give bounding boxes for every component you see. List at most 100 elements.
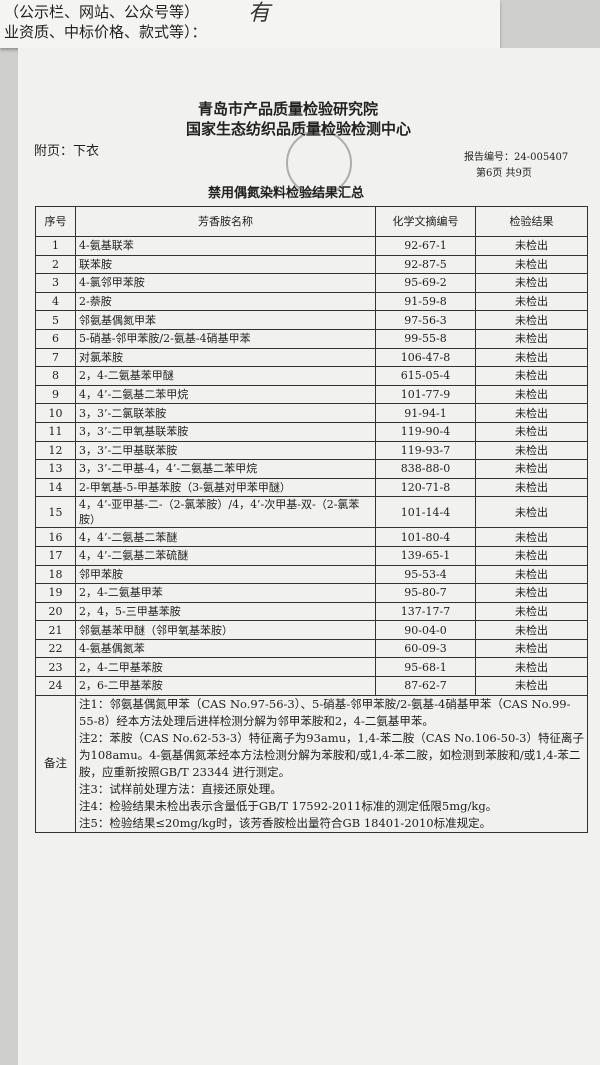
table-cell: 24 (35, 676, 76, 696)
table-cell: 未检出 (475, 421, 588, 442)
table-cell: 10 (35, 403, 76, 423)
column-header: 序号 (35, 206, 76, 237)
table-cell: 101-77-9 (375, 384, 476, 405)
table-cell: 95-80-7 (375, 583, 476, 603)
table-title: 禁用偶氮染料检验结果汇总 (208, 186, 365, 201)
table-cell: 未检出 (475, 310, 588, 330)
column-header: 化学文摘编号 (375, 206, 476, 237)
table-cell: 4-氨基偶氮苯 (75, 638, 376, 659)
table-cell: 3，3’-二甲基联苯胺 (75, 440, 376, 461)
table-row: 5 邻氨基偶氮甲苯 97-56-3 未检出 (35, 310, 588, 330)
table-cell: 99-55-8 (375, 328, 476, 349)
table-cell: 未检出 (475, 236, 588, 256)
column-header: 芳香胺名称 (75, 206, 376, 237)
table-cell: 4，4’-二氨基二苯醚 (75, 527, 376, 547)
table-row: 24 2，6-二甲基苯胺 87-62-7 未检出 (35, 676, 588, 696)
table-cell: 137-17-7 (375, 601, 476, 622)
table-cell: 101-14-4 (375, 496, 476, 529)
table-cell: 119-93-7 (375, 440, 476, 461)
table-cell: 邻甲苯胺 (75, 564, 376, 585)
table-cell: 4-氨基联苯 (75, 236, 376, 256)
table-cell: 95-69-2 (375, 273, 476, 293)
table-row: 17 4，4’-二氨基二苯硫醚 139-65-1 未检出 (35, 545, 588, 566)
table-cell: 19 (35, 583, 76, 603)
table-row: 15 4，4’-亚甲基-二-（2-氯苯胺）/4，4’-次甲基-双-（2-氯苯胺） 1… (35, 496, 588, 529)
table-row: 4 2-萘胺 91-59-8 未检出 (35, 291, 588, 312)
table-cell: 未检出 (475, 254, 588, 275)
table-cell: 91-94-1 (375, 403, 476, 423)
column-header: 检验结果 (475, 206, 588, 237)
table-cell: 未检出 (475, 459, 588, 479)
table-cell: 90-04-0 (375, 620, 476, 640)
table-cell: 95-68-1 (375, 657, 476, 678)
table-cell: 21 (35, 620, 76, 640)
table-cell: 未检出 (475, 328, 588, 349)
table-cell: 未检出 (475, 496, 588, 529)
table-cell: 未检出 (475, 620, 588, 640)
table-cell: 6 (35, 328, 76, 349)
table-cell: 邻氨基偶氮甲苯 (75, 310, 376, 330)
page-no: 第6页 共9页 (476, 168, 532, 179)
table-cell: 5-硝基-邻甲苯胺/2-氨基-4硝基甲苯 (75, 328, 376, 349)
table-cell: 3 (35, 273, 76, 293)
table-cell: 91-59-8 (375, 291, 476, 312)
table-row: 2 联苯胺 92-87-5 未检出 (35, 254, 588, 275)
table-cell: 3，3’-二甲氧基联苯胺 (75, 421, 376, 442)
note: 注1：邻氨基偶氮甲苯（CAS No.97-56-3）、5-硝基-邻甲苯胺/2-氨… (79, 696, 571, 728)
table-cell: 4，4’-亚甲基-二-（2-氯苯胺）/4，4’-次甲基-双-（2-氯苯胺） (75, 496, 376, 529)
table-cell: 9 (35, 384, 76, 405)
table-cell: 87-62-7 (375, 676, 476, 696)
table-cell: 92-67-1 (375, 236, 476, 256)
table-cell: 4，4’-二氨基二苯甲烷 (75, 384, 376, 405)
table-row: 9 4，4’-二氨基二苯甲烷 101-77-9 未检出 (35, 384, 588, 405)
table-row: 7 对氯苯胺 106-47-8 未检出 (35, 347, 588, 368)
table-row: 13 3，3’-二甲基-4，4’-二氨基二苯甲烷 838-88-0 未检出 (35, 459, 588, 479)
table-cell: 未检出 (475, 273, 588, 293)
table-cell: 未检出 (475, 676, 588, 696)
note: 注4：检验结果未检出表示含量低于GB/T 17592-2011标准的测定低限5m… (79, 798, 498, 813)
table-cell: 139-65-1 (375, 545, 476, 566)
table-cell: 18 (35, 564, 76, 585)
table-cell: 未检出 (475, 384, 588, 405)
institute: 青岛市产品质量检验研究院 (198, 100, 379, 118)
note: 注3：试样前处理方法：直接还原处理。 (79, 781, 282, 796)
table-cell: 119-90-4 (375, 421, 476, 442)
table-cell: 17 (35, 545, 76, 566)
table-cell: 未检出 (475, 638, 588, 659)
table-cell: 23 (35, 657, 76, 678)
table-cell: 2 (35, 254, 76, 275)
table-cell: 未检出 (475, 347, 588, 368)
table-cell: 95-53-4 (375, 564, 476, 585)
table-row: 6 5-硝基-邻甲苯胺/2-氨基-4硝基甲苯 99-55-8 未检出 (35, 328, 588, 349)
table-cell: 邻氨基苯甲醚（邻甲氧基苯胺） (75, 620, 376, 640)
table-row: 22 4-氨基偶氮苯 60-09-3 未检出 (35, 638, 588, 659)
table-cell: 97-56-3 (375, 310, 476, 330)
table-row: 23 2，4-二甲基苯胺 95-68-1 未检出 (35, 657, 588, 678)
table-cell: 未检出 (475, 527, 588, 547)
table-row: 10 3，3’-二氯联苯胺 91-94-1 未检出 (35, 403, 588, 423)
table-cell: 20 (35, 601, 76, 622)
table-row: 3 4-氯邻甲苯胺 95-69-2 未检出 (35, 273, 588, 293)
center: 国家生态纺织品质量检验检测中心 (186, 120, 412, 138)
handwriting: 有 (248, 1, 271, 26)
table-row: 11 3，3’-二甲氧基联苯胺 119-90-4 未检出 (35, 421, 588, 442)
table-cell: 未检出 (475, 477, 588, 498)
stamp (286, 130, 352, 196)
table-cell: 未检出 (475, 564, 588, 585)
table-cell: 2，4，5-三甲基苯胺 (75, 601, 376, 622)
table-row: 19 2，4-二氨基甲苯 95-80-7 未检出 (35, 583, 588, 603)
table-cell: 838-88-0 (375, 459, 476, 479)
notes-label: 备注 (35, 694, 76, 833)
table-cell: 92-87-5 (375, 254, 476, 275)
table-cell: 3，3’-二甲基-4，4’-二氨基二苯甲烷 (75, 459, 376, 479)
table-cell: 4-氯邻甲苯胺 (75, 273, 376, 293)
table-cell: 11 (35, 421, 76, 442)
table-cell: 未检出 (475, 601, 588, 622)
table-cell: 未检出 (475, 403, 588, 423)
table-cell: 2-甲氧基-5-甲基苯胺（3-氨基对甲苯甲醚） (75, 477, 376, 498)
table-cell: 2，4-二甲基苯胺 (75, 657, 376, 678)
table-row: 12 3，3’-二甲基联苯胺 119-93-7 未检出 (35, 440, 588, 461)
table-cell: 3，3’-二氯联苯胺 (75, 403, 376, 423)
table-cell: 5 (35, 310, 76, 330)
